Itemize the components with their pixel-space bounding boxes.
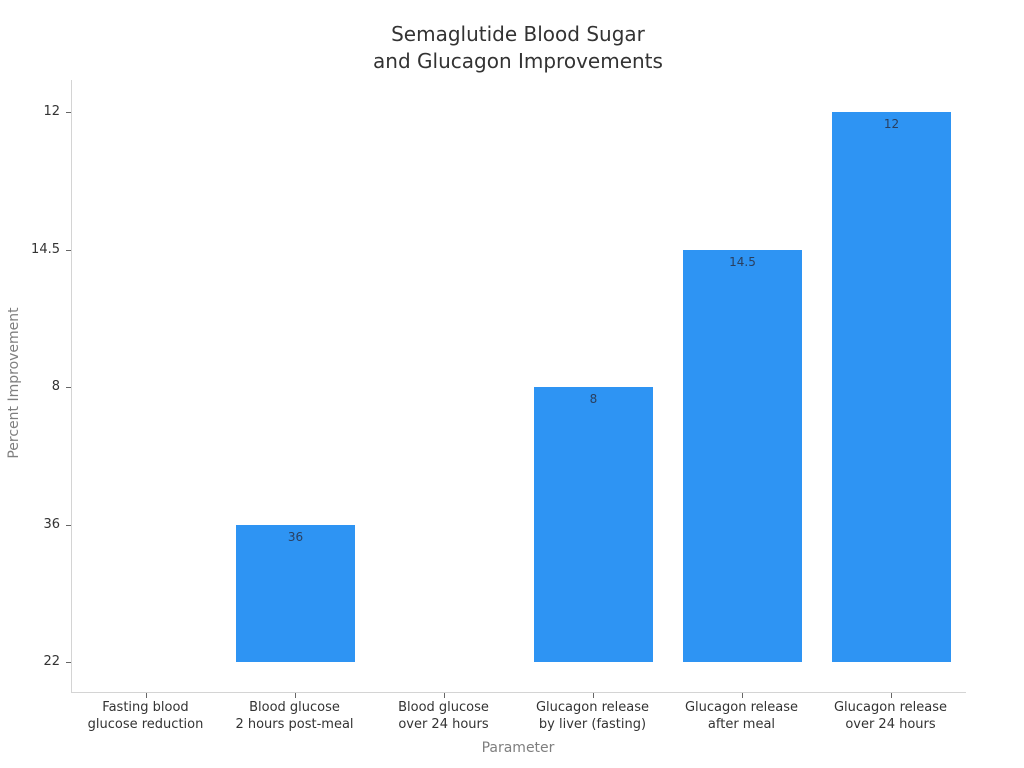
x-tick-mark <box>294 693 296 698</box>
bar: 8 <box>534 387 653 662</box>
x-tick-label: Fasting blood glucose reduction <box>87 700 204 732</box>
bar-value-label: 8 <box>589 392 598 406</box>
chart-title: Semaglutide Blood Sugar and Glucagon Imp… <box>71 21 965 75</box>
chart-title-line-2: and Glucagon Improvements <box>373 49 663 73</box>
bar: 12 <box>832 112 951 662</box>
bar: 14.5 <box>683 249 802 662</box>
x-tick-label: Glucagon release by liver (fasting) <box>535 700 650 732</box>
bar-value-label: 36 <box>287 529 304 544</box>
x-tick-label: Blood glucose 2 hours post-meal <box>235 700 354 732</box>
x-tick-label: Glucagon release over 24 hours <box>833 700 948 732</box>
y-tick-label: 8 <box>51 379 60 394</box>
y-tick-label: 14.5 <box>31 241 60 257</box>
chart-title-line-1: Semaglutide Blood Sugar <box>391 22 645 46</box>
y-tick-mark <box>66 387 71 388</box>
x-tick-label: Glucagon release after meal <box>684 700 799 732</box>
y-tick-label: 36 <box>43 516 60 532</box>
bar-value-label: 12 <box>883 117 900 131</box>
x-tick-mark <box>443 693 445 698</box>
x-tick-label: Blood glucose over 24 hours <box>398 700 489 732</box>
x-tick-mark <box>592 693 594 698</box>
x-tick-mark <box>741 693 743 698</box>
y-tick-label: 12 <box>43 104 60 119</box>
bar-value-label: 14.5 <box>729 254 756 269</box>
y-tick-mark <box>66 524 71 526</box>
x-tick-mark <box>890 693 892 698</box>
x-tick-mark <box>145 693 147 698</box>
plot-area: 36 8 14.5 12 <box>71 80 966 693</box>
y-tick-mark <box>66 249 71 251</box>
y-tick-label: 22 <box>43 654 60 669</box>
bar: 36 <box>236 524 355 662</box>
y-tick-mark <box>66 112 71 113</box>
y-tick-mark <box>66 662 71 663</box>
x-axis-title: Parameter <box>481 740 555 756</box>
